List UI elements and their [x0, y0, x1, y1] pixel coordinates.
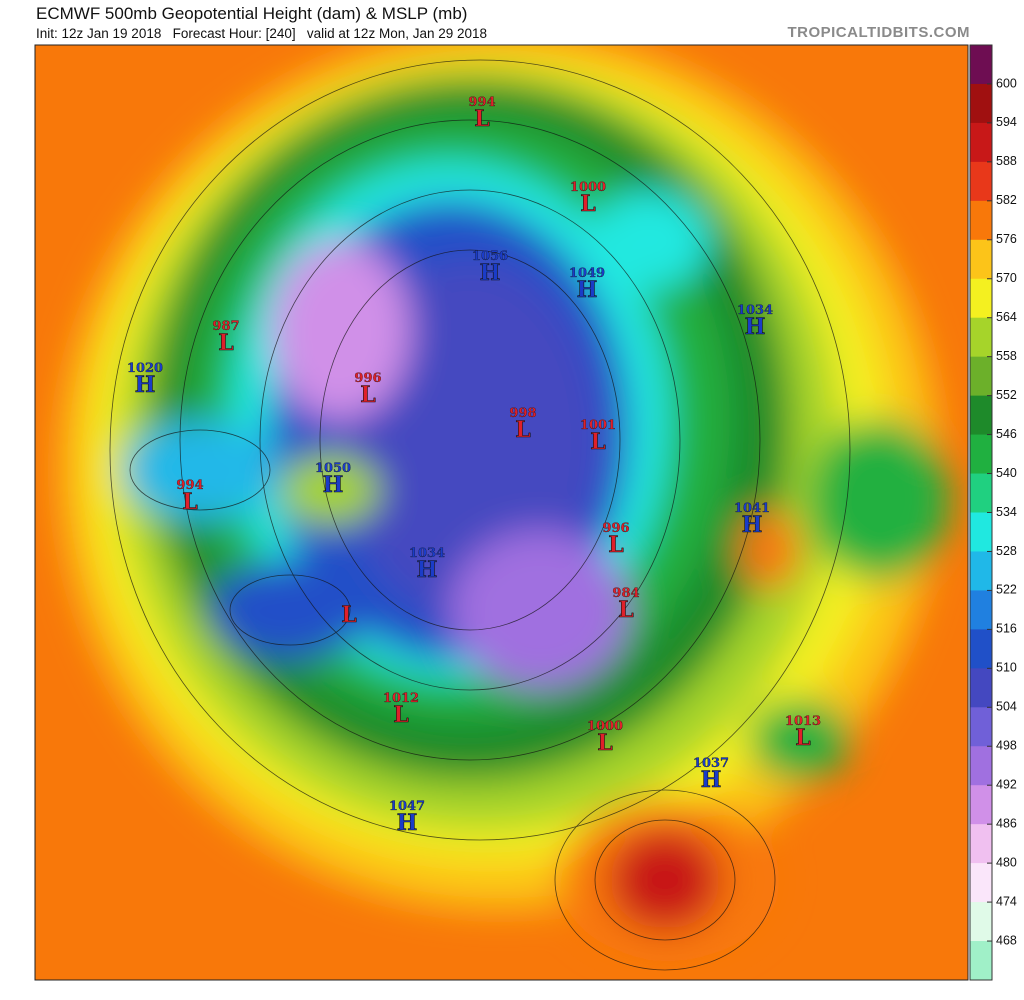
center-letter: H — [323, 472, 344, 498]
colorbar-tick-label: 498 — [996, 739, 1017, 753]
center-letter: L — [474, 106, 489, 132]
colorbar-tick-label: 570 — [996, 271, 1017, 285]
map-frame — [34, 44, 969, 981]
center-letter: H — [480, 260, 501, 286]
center-value: 1013 — [785, 714, 821, 729]
center-value: 1056 — [472, 249, 508, 264]
center-letter: L — [360, 382, 375, 408]
center-letter: L — [590, 429, 605, 455]
center-value: 1037 — [693, 756, 729, 771]
center-value: 1049 — [569, 266, 605, 281]
center-letter: H — [577, 277, 598, 303]
center-value: 1012 — [383, 691, 419, 706]
colorbar-tick-label: 600 — [996, 76, 1017, 90]
colorbar-segment — [970, 668, 992, 708]
center-letter: L — [580, 191, 595, 217]
colorbar-segment — [970, 629, 992, 669]
center-value: 996 — [354, 371, 381, 386]
center-value: 1034 — [409, 546, 445, 561]
center-value: 1001 — [580, 418, 616, 433]
colorbar-segment — [970, 551, 992, 591]
colorbar-tick-label: 486 — [996, 816, 1017, 830]
colorbar-segment — [970, 902, 992, 942]
center-value: 987 — [212, 319, 239, 334]
colorbar-segment — [970, 785, 992, 825]
colorbar-tick-label: 564 — [996, 310, 1017, 324]
colorbar-tick-label: 480 — [996, 855, 1017, 869]
colorbar: 600 594 588 582 576 570 564 558 552 546 540 534 528 5… — [969, 44, 1017, 981]
colorbar-tick-label: 552 — [996, 388, 1017, 402]
center-value: 1047 — [389, 799, 425, 814]
colorbar-tick-label: 516 — [996, 622, 1017, 636]
colorbar-segment — [970, 590, 992, 630]
center-letter: H — [742, 512, 763, 538]
colorbar-segment — [970, 434, 992, 475]
colorbar-segment — [970, 200, 992, 241]
colorbar-tick-label: 540 — [996, 466, 1017, 480]
colorbar-segment — [970, 863, 992, 903]
colorbar-segment — [970, 278, 992, 319]
colorbar-segment — [970, 512, 992, 552]
colorbar-tick-label: 474 — [996, 894, 1017, 908]
colorbar-tick-label: 522 — [996, 583, 1017, 597]
colorbar-segment — [970, 122, 992, 163]
title: ECMWF 500mb Geopotential Height (dam) & … — [36, 4, 468, 23]
center-value: 984 — [612, 586, 639, 601]
center-value: 1041 — [734, 501, 770, 516]
colorbar-tick-label: 528 — [996, 544, 1017, 558]
center-value: 1034 — [737, 303, 773, 318]
colorbar-segment — [970, 473, 992, 513]
center-value: 994 — [468, 95, 495, 110]
center-letter: H — [135, 372, 156, 398]
colorbar-segment — [970, 161, 992, 202]
colorbar-segment — [970, 317, 992, 358]
colorbar-segment — [970, 941, 992, 981]
credit: TROPICALTIDBITS.COM — [787, 24, 970, 41]
colorbar-segment — [970, 45, 992, 85]
colorbar-segment — [970, 239, 992, 280]
colorbar-tick-label: 588 — [996, 154, 1017, 168]
center-letter: L — [218, 330, 233, 356]
center-letter: L — [597, 730, 612, 756]
center-letter: L — [608, 532, 623, 558]
colorbar-tick-label: 468 — [996, 933, 1017, 947]
center-letter: H — [701, 767, 722, 793]
center-letter: H — [417, 557, 438, 583]
center-value: 1000 — [570, 180, 606, 195]
colorbar-tick-label: 582 — [996, 193, 1017, 207]
center-value: 1000 — [587, 719, 623, 734]
colorbar-tick-label: 504 — [996, 700, 1017, 714]
colorbar-tick-label: 558 — [996, 349, 1017, 363]
colorbar-tick-label: 534 — [996, 505, 1017, 519]
center-value: 994 — [176, 478, 203, 493]
center-letter: L — [393, 702, 408, 728]
colorbar-tick-label: 492 — [996, 778, 1017, 792]
height-field — [35, 45, 968, 980]
center-value: 998 — [509, 406, 536, 421]
subtitle: Init: 12z Jan 19 2018 Forecast Hour: [24… — [36, 26, 488, 41]
center-letter: L — [182, 489, 197, 515]
colorbar-segment — [970, 746, 992, 786]
center-letter: L — [795, 725, 810, 751]
colorbar-segment — [970, 824, 992, 864]
center-letter: H — [745, 314, 766, 340]
center-value: 1050 — [315, 461, 351, 476]
colorbar-tick-label: 510 — [996, 661, 1017, 675]
colorbar-segment — [970, 707, 992, 747]
center-letter: L — [618, 597, 633, 623]
center-letter: L — [515, 417, 530, 443]
center-value: 996 — [602, 521, 629, 536]
colorbar-segment — [970, 356, 992, 397]
center-letter: L — [341, 602, 356, 628]
colorbar-segment — [970, 395, 992, 436]
center-value: 1020 — [127, 361, 163, 376]
colorbar-segment — [970, 83, 992, 124]
colorbar-tick-label: 546 — [996, 427, 1017, 441]
colorbar-tick-label: 576 — [996, 232, 1017, 246]
pressure-centers: L994L1000H1056H1049H1034L987H1020L996L99… — [127, 95, 821, 836]
colorbar-tick-label: 594 — [996, 115, 1017, 129]
center-letter: H — [397, 810, 418, 836]
